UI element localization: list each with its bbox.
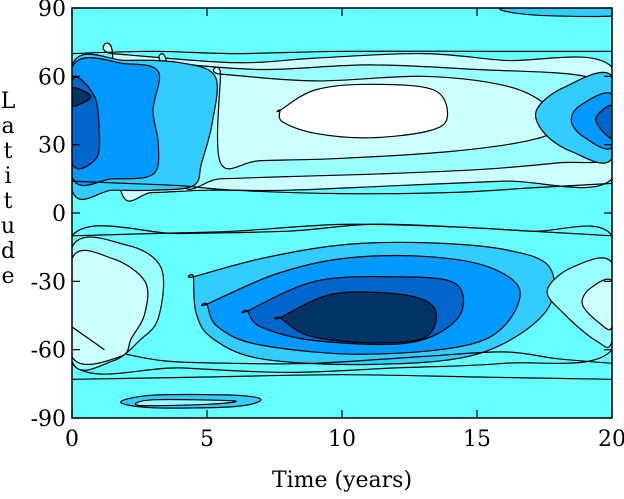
x-tick-label: 15 <box>463 427 491 452</box>
y-axis-title-letter: d <box>1 239 15 264</box>
y-axis-title-letter: a <box>1 114 14 139</box>
y-axis-title-letter: u <box>1 214 15 239</box>
y-tick-label: 90 <box>38 0 66 22</box>
y-tick-label: -90 <box>31 407 66 432</box>
x-axis-title: Time (years) <box>272 468 412 493</box>
y-tick-label: 0 <box>52 202 66 227</box>
y-axis-title-letter: i <box>4 164 11 189</box>
y-axis-title-letter: t <box>4 189 13 214</box>
x-tick-label: 20 <box>598 427 624 452</box>
x-tick-label: 0 <box>65 427 79 452</box>
y-axis-title-letter: e <box>1 264 14 289</box>
y-tick-label: 30 <box>38 134 66 159</box>
x-tick-label: 5 <box>200 427 214 452</box>
y-tick-label: 60 <box>38 65 66 90</box>
y-axis-title-letter: t <box>4 139 13 164</box>
y-tick-label: -60 <box>31 339 66 364</box>
x-tick-label: 10 <box>328 427 356 452</box>
y-axis-title-letter: L <box>1 89 16 114</box>
y-tick-label: -30 <box>31 270 66 295</box>
